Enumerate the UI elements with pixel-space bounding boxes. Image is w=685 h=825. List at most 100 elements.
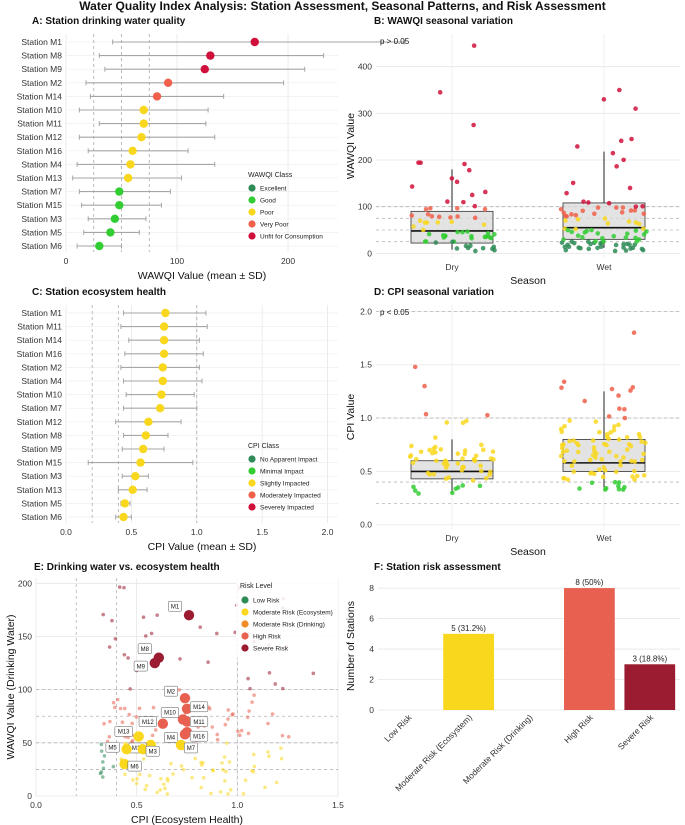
jitter-point [455,451,461,456]
station-mean-point [110,214,120,223]
observation-point [286,735,291,739]
jitter-point [594,451,599,456]
jitter-point [571,438,576,443]
observation-point [263,785,267,790]
jitter-point [562,458,567,464]
jitter-point [602,468,608,473]
x-tick-label: Severe Risk [616,712,656,752]
jitter-point [607,449,612,455]
observation-point [178,657,182,661]
jitter-point [488,235,493,240]
jitter-point [418,160,423,165]
observation-point [155,790,160,795]
legend-label: Slightly Impacted [260,481,310,488]
station-label-box [145,745,160,757]
legend-swatch [241,596,249,604]
observation-point [181,767,186,772]
observation-point [230,712,235,717]
observation-point [113,705,117,710]
jitter-point [454,179,460,185]
legend-label: Good [260,198,276,205]
jitter-point [448,215,453,220]
observation-point [226,708,231,712]
jitter-point [492,247,497,253]
jitter-point [483,476,489,481]
x-tick-label: Dry [445,262,459,272]
jitter-point [426,231,432,237]
jitter-point [569,463,575,469]
station-label: Station M9 [21,64,62,74]
observation-point [143,787,148,792]
jitter-point [617,406,622,411]
station-label: Station M1 [21,308,62,318]
observation-point [158,788,163,792]
legend-title: WAWQI Class [248,172,293,179]
jitter-point [571,469,577,475]
jitter-point [418,449,424,455]
station-mean-point [128,485,137,494]
jitter-point [590,438,596,443]
jitter-point [627,185,633,191]
observation-point [190,775,194,780]
station-label: Station M7 [21,187,62,197]
jitter-point [641,473,647,478]
jitter-point [632,477,637,482]
station-label: Station M9 [21,444,62,454]
jitter-point [613,205,619,210]
observation-point [280,733,285,738]
observation-point [215,737,220,742]
legend-swatch [241,632,249,640]
jitter-point [580,208,586,214]
panel-title: C: Station ecosystem health [32,287,166,298]
jitter-point [455,214,460,219]
station-label: M7 [187,746,196,752]
panel-e-drinking-vs-ecosystem: E: Drinking water vs. ecosystem health 0.… [5,562,344,825]
station-label: Station M5 [21,498,62,508]
station-label: M14 [193,705,205,711]
jitter-point [611,427,617,433]
observation-point [237,733,242,738]
jitter-point [477,483,483,489]
observation-point [241,792,246,796]
observation-point [236,729,240,734]
y-tick-label: 100 [18,685,32,695]
jitter-point [443,233,448,238]
jitter-point [409,213,415,218]
observation-point [120,720,125,725]
y-axis-label: WAWQI Value [345,113,357,179]
x-tick-label: 0.5 [125,527,137,537]
jitter-point [490,449,496,454]
legend-swatch [248,503,256,511]
observation-point [102,721,106,726]
observation-point [223,779,227,783]
observation-point [252,693,256,697]
box-iqr [562,202,646,240]
station-label: Station M13 [17,173,63,183]
panel-title: F: Station risk assessment [374,562,501,573]
y-tick-label: 4 [369,644,374,654]
station-mean-point [139,105,148,115]
legend-swatch [248,467,256,475]
station-mean-point [115,187,124,196]
jitter-point [625,231,630,236]
jitter-point [566,244,572,250]
observation-point [134,781,139,786]
jitter-point [430,450,435,456]
y-tick-label: 2 [369,675,374,685]
jitter-point [461,199,466,205]
y-tick-label: 150 [18,631,32,641]
station-point [133,731,144,742]
jitter-point [473,453,479,459]
legend-title: CPI Class [248,443,280,450]
jitter-point [446,475,452,480]
jitter-point [633,228,639,233]
legend-swatch [241,608,249,616]
jitter-point [410,460,416,466]
observation-point [137,772,142,777]
y-tick-label: 1.5 [360,360,372,370]
observation-point [279,756,284,761]
jitter-point [431,471,437,477]
station-mean-point [158,363,167,372]
jitter-point [428,205,433,211]
jitter-point [633,204,639,209]
